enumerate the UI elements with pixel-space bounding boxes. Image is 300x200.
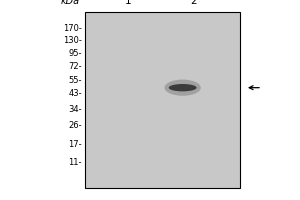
Text: kDa: kDa	[61, 0, 80, 6]
Text: 130-: 130-	[63, 36, 82, 45]
Text: 17-: 17-	[68, 140, 82, 149]
Text: 26-: 26-	[68, 121, 82, 130]
Text: 55-: 55-	[68, 76, 82, 85]
Bar	[85, 12, 240, 188]
Text: 1: 1	[125, 0, 132, 6]
Text: 170-: 170-	[63, 24, 82, 33]
Text: 43-: 43-	[68, 89, 82, 98]
Text: 11-: 11-	[68, 158, 82, 167]
Text: 2: 2	[190, 0, 197, 6]
Text: 34-: 34-	[68, 105, 82, 114]
Ellipse shape	[164, 80, 201, 96]
Ellipse shape	[169, 84, 196, 91]
Text: 95-: 95-	[68, 49, 82, 58]
Text: 72-: 72-	[68, 62, 82, 71]
